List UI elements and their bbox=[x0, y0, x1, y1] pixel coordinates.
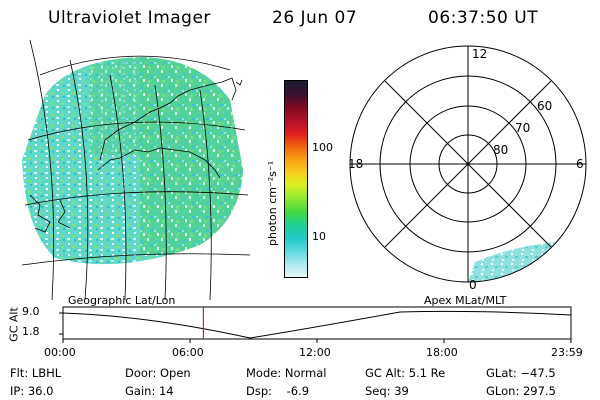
info-filter: Flt: LBHL bbox=[10, 366, 62, 380]
timeline-x-tick-4: 23:59 bbox=[551, 346, 583, 359]
altitude-timeline bbox=[59, 306, 572, 343]
timeline-axis-ticks bbox=[59, 312, 572, 343]
mlt-label-12: 12 bbox=[472, 47, 487, 61]
polar-grid bbox=[349, 45, 587, 283]
time-label: 06:37:50 UT bbox=[428, 8, 539, 28]
lat-label-80: 80 bbox=[493, 143, 508, 157]
timeline-x-tick-0: 00:00 bbox=[44, 346, 76, 359]
info-ip: IP: 36.0 bbox=[10, 384, 54, 398]
colorbar bbox=[284, 80, 308, 278]
colorbar-unit-label: photon cm⁻²s⁻¹ bbox=[266, 160, 279, 246]
lat-label-70: 70 bbox=[515, 121, 530, 135]
mlt-label-18: 18 bbox=[348, 157, 363, 171]
geographic-map bbox=[21, 39, 251, 300]
timeline-x-tick-1: 06:00 bbox=[172, 346, 204, 359]
altitude-curve bbox=[62, 310, 572, 339]
polar-plot: 12 18 6 0 60 70 80 bbox=[348, 45, 587, 292]
coastline bbox=[29, 77, 243, 233]
imager-title: Ultraviolet Imager bbox=[48, 8, 211, 28]
aurora-image bbox=[22, 57, 243, 265]
info-seq: Seq: 39 bbox=[365, 384, 409, 398]
timeline-y-tick-bottom: 1.8 bbox=[22, 325, 40, 338]
mlt-label-0: 0 bbox=[469, 278, 477, 292]
polar-aurora bbox=[468, 242, 580, 282]
info-dsp: Dsp: -6.9 bbox=[246, 384, 310, 398]
timeline-y-tick-top: 9.0 bbox=[22, 305, 40, 318]
info-gc-alt: GC Alt: 5.1 Re bbox=[365, 366, 446, 380]
lat-label-60: 60 bbox=[537, 99, 552, 113]
colorbar-tick-10: 10 bbox=[312, 230, 326, 243]
info-glon: GLon: 297.5 bbox=[486, 384, 556, 398]
colorbar-tick-100: 100 bbox=[312, 141, 333, 154]
info-gain: Gain: 14 bbox=[125, 384, 174, 398]
info-door: Door: Open bbox=[125, 366, 191, 380]
timeline-x-tick-3: 18:00 bbox=[426, 346, 458, 359]
map-grid bbox=[21, 39, 251, 300]
info-glat: GLat: −47.5 bbox=[486, 366, 556, 380]
timeline-x-tick-2: 12:00 bbox=[299, 346, 331, 359]
timeline-left-title: Geographic Lat/Lon bbox=[68, 294, 176, 307]
mlt-label-6: 6 bbox=[576, 157, 584, 171]
timeline-right-title: Apex MLat/MLT bbox=[424, 294, 507, 307]
info-mode: Mode: Normal bbox=[246, 366, 327, 380]
date-label: 26 Jun 07 bbox=[272, 8, 358, 28]
